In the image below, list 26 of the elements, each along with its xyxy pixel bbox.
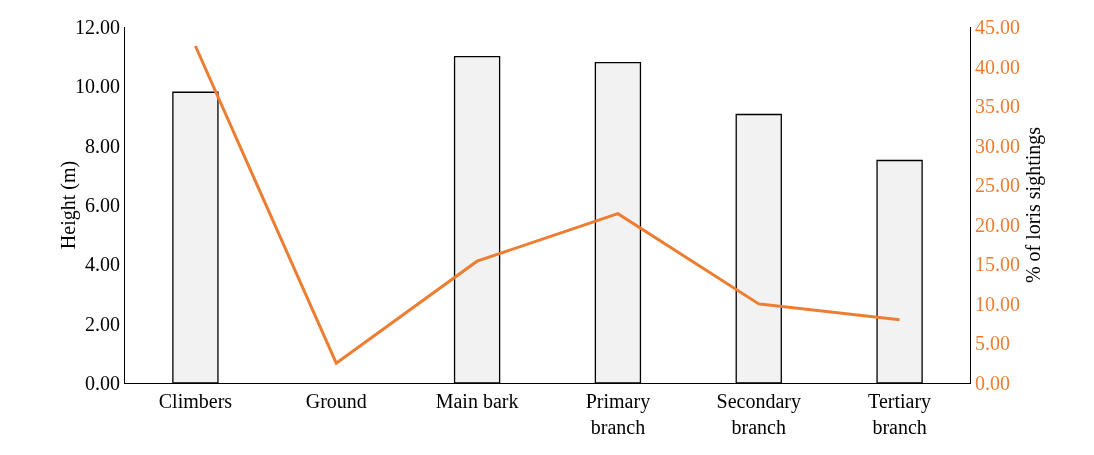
y2-tick-label: 25.00 [975,174,1020,197]
y-tick-label: 8.00 [85,134,120,157]
y2-tick-label: 30.00 [975,134,1020,157]
y2-tick-label: 40.00 [975,55,1020,78]
x-tick-label: Secondary branch [716,390,801,438]
y-tick-label: 10.00 [75,75,120,98]
y2-tick-label: 45.00 [975,16,1020,38]
y2-tick-label: 35.00 [975,95,1020,118]
x-tick-label: Ground [305,390,367,412]
y-axis-title: Height (m) [57,160,80,250]
y2-tick-label: 0.00 [975,372,1010,394]
x-tick-label: Climbers [158,390,233,412]
x-tick-label: Main bark [435,390,519,412]
y-tick-label: 2.00 [85,312,120,335]
y2-tick-label: 20.00 [975,213,1020,236]
y2-tick-label: 10.00 [975,292,1020,315]
line-series [193,44,902,365]
y-tick-label: 12.00 [75,16,120,38]
x-tick-label: Primary branch [585,390,651,438]
x-tick-label: Tertiary branch [868,390,932,438]
y2-tick-label: 5.00 [975,332,1010,355]
y-tick-label: 6.00 [85,194,120,216]
y2-axis-title: % of loris sightings [1022,126,1045,284]
y-tick-label: 4.00 [85,253,120,276]
y2-tick-label: 15.00 [975,253,1020,276]
y-tick-label: 0.00 [85,372,120,394]
